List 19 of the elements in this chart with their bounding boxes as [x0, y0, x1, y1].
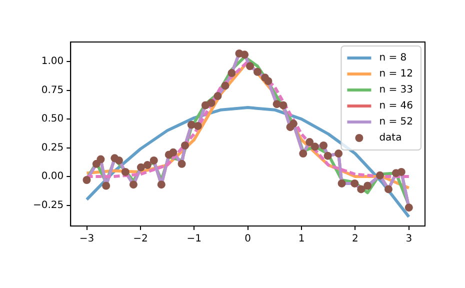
x-tick-label: 3	[406, 234, 412, 245]
legend-label: n = 52	[379, 116, 414, 128]
x-tick-label: 0	[244, 234, 252, 245]
legend-label: n = 46	[379, 100, 414, 112]
y-tick-label: −0.25	[32, 200, 64, 211]
y-tick-label: 1.00	[41, 56, 64, 68]
legend-label: n = 12	[379, 68, 414, 80]
x-tick-label: −1	[186, 234, 202, 245]
x-tick-label: −2	[133, 234, 148, 245]
legend-label: data	[379, 132, 402, 144]
x-tick-label: 1	[298, 234, 305, 245]
y-tick-label: 0.25	[41, 142, 64, 154]
legend-label: n = 33	[379, 84, 414, 96]
y-tick-label: 0.75	[41, 84, 64, 96]
legend-label: n = 8	[379, 52, 407, 64]
x-tick-label: 2	[352, 234, 358, 245]
y-tick-label: 0.50	[41, 114, 64, 125]
y-tick-label: 0.00	[41, 171, 64, 182]
x-tick-label: −3	[79, 234, 94, 245]
